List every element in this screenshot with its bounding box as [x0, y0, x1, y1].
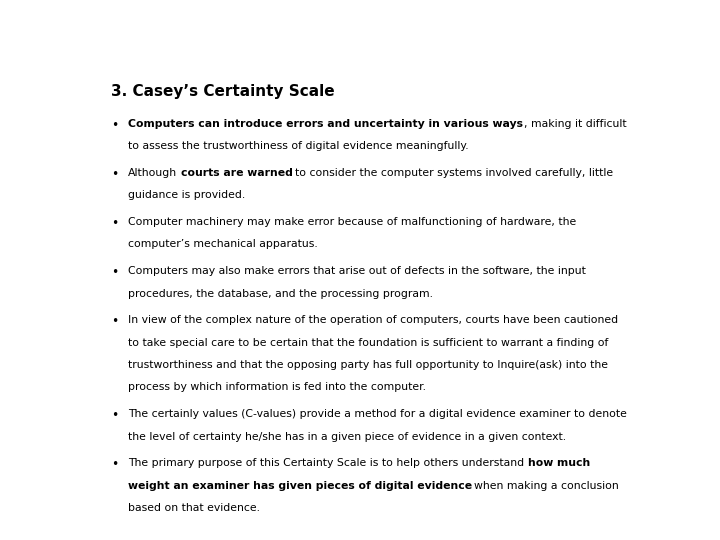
- Text: guidance is provided.: guidance is provided.: [128, 191, 246, 200]
- Text: courts are warned: courts are warned: [181, 168, 292, 178]
- Text: In view of the complex nature of the operation of computers, courts have been ca: In view of the complex nature of the ope…: [128, 315, 618, 325]
- Text: weight an examiner has given pieces of digital evidence: weight an examiner has given pieces of d…: [128, 481, 472, 491]
- Text: Computer machinery may make error because of malfunctioning of hardware, the: Computer machinery may make error becaus…: [128, 217, 576, 227]
- Text: computer’s mechanical apparatus.: computer’s mechanical apparatus.: [128, 239, 318, 249]
- Text: Computers may also make errors that arise out of defects in the software, the in: Computers may also make errors that aris…: [128, 266, 586, 276]
- Text: the level of certainty he/she has in a given piece of evidence in a given contex: the level of certainty he/she has in a g…: [128, 431, 566, 442]
- Text: •: •: [111, 168, 119, 181]
- Text: •: •: [111, 458, 119, 471]
- Text: to consider the computer systems involved carefully, little: to consider the computer systems involve…: [295, 168, 613, 178]
- Text: The primary purpose of this Certainty Scale is to help others understand: The primary purpose of this Certainty Sc…: [128, 458, 524, 468]
- Text: to take special care to be certain that the foundation is sufficient to warrant : to take special care to be certain that …: [128, 338, 608, 348]
- Text: process by which information is fed into the computer.: process by which information is fed into…: [128, 382, 426, 393]
- Text: •: •: [111, 315, 119, 328]
- Text: The certainly values (C-values) provide a method for a digital evidence examiner: The certainly values (C-values) provide …: [128, 409, 627, 419]
- Text: •: •: [111, 119, 119, 132]
- Text: when making a conclusion: when making a conclusion: [474, 481, 618, 491]
- Text: to assess the trustworthiness of digital evidence meaningfully.: to assess the trustworthiness of digital…: [128, 141, 469, 151]
- Text: Although: Although: [128, 168, 177, 178]
- Text: based on that evidence.: based on that evidence.: [128, 503, 260, 513]
- Text: , making it difficult: , making it difficult: [524, 119, 627, 129]
- Text: •: •: [111, 266, 119, 279]
- Text: procedures, the database, and the processing program.: procedures, the database, and the proces…: [128, 288, 433, 299]
- Text: •: •: [111, 409, 119, 422]
- Text: how much: how much: [528, 458, 590, 468]
- Text: trustworthiness and that the opposing party has full opportunity to Inquire(ask): trustworthiness and that the opposing pa…: [128, 360, 608, 370]
- Text: Computers can introduce errors and uncertainty in various ways: Computers can introduce errors and uncer…: [128, 119, 523, 129]
- Text: 3. Casey’s Certainty Scale: 3. Casey’s Certainty Scale: [111, 84, 335, 98]
- Text: •: •: [111, 217, 119, 230]
